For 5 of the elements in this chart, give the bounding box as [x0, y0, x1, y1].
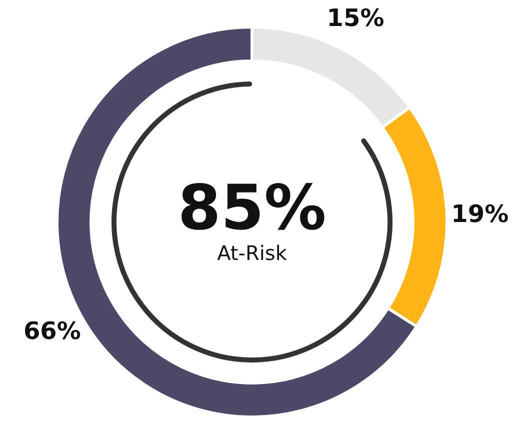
text: 85%	[178, 171, 326, 244]
data-label: 19%	[451, 200, 509, 228]
data-label: 66%	[23, 316, 81, 345]
text: At-Risk	[217, 241, 288, 265]
data-label: 15%	[326, 4, 384, 32]
